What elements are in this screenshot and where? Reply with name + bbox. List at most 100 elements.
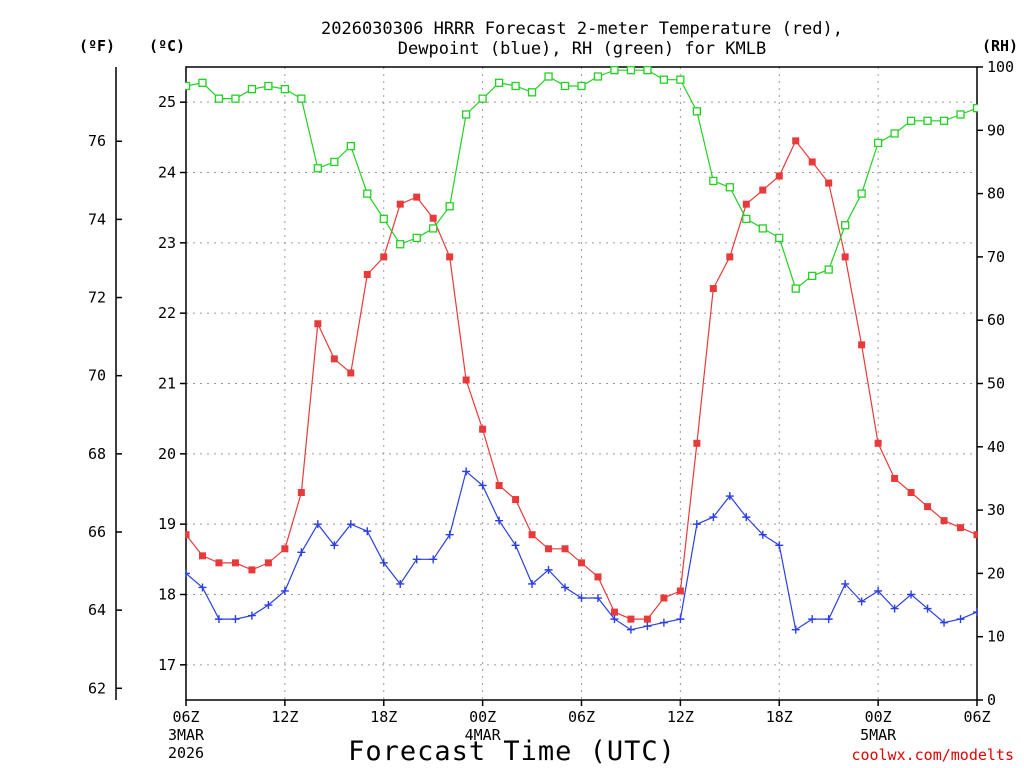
temperature-point bbox=[215, 559, 223, 567]
celsius-tick-label: 21 bbox=[158, 375, 176, 393]
dewpoint-point bbox=[940, 618, 949, 627]
temperature-point bbox=[363, 270, 371, 278]
rh-point bbox=[560, 81, 570, 91]
dewpoint-point bbox=[330, 541, 339, 550]
temperature-point bbox=[479, 425, 487, 433]
temperature-point bbox=[396, 200, 404, 208]
rh-point bbox=[841, 221, 850, 230]
rh-point bbox=[659, 75, 669, 84]
rh-point bbox=[363, 189, 372, 198]
rh-point bbox=[923, 116, 932, 125]
temperature-point bbox=[429, 214, 437, 222]
rh-point bbox=[379, 214, 388, 224]
temperature-point bbox=[627, 615, 635, 623]
celsius-tick-label: 19 bbox=[158, 515, 176, 533]
rh-point bbox=[478, 94, 487, 103]
celsius-unit-label: (ºC) bbox=[149, 37, 185, 55]
dewpoint-point bbox=[725, 492, 734, 501]
rh-point bbox=[808, 271, 817, 281]
temperature-point bbox=[940, 517, 948, 525]
rh-point bbox=[626, 66, 636, 75]
x-tick-label: 12Z bbox=[667, 708, 694, 726]
dewpoint-point bbox=[758, 530, 767, 539]
dewpoint-point bbox=[659, 618, 668, 627]
celsius-tick-label: 22 bbox=[158, 304, 176, 322]
dewpoint-point bbox=[379, 558, 388, 567]
rh-unit-label: (RH) bbox=[982, 37, 1018, 55]
temperature-point bbox=[512, 496, 520, 504]
fahrenheit-tick-label: 68 bbox=[88, 445, 106, 463]
chart-title-line2: Dewpoint (blue), RH (green) for KMLB bbox=[398, 39, 766, 59]
temperature-point bbox=[347, 369, 355, 377]
temperature-point bbox=[610, 608, 618, 616]
temperature-point bbox=[248, 566, 256, 574]
rh-point bbox=[198, 78, 207, 87]
temperature-point bbox=[264, 559, 272, 567]
temperature-series bbox=[185, 137, 978, 623]
x-tick-label: 00Z bbox=[865, 708, 892, 726]
dewpoint-point bbox=[363, 527, 372, 536]
rh-point bbox=[429, 224, 438, 233]
dewpoint-point bbox=[478, 481, 487, 490]
rh-point bbox=[577, 81, 586, 91]
dewpoint-point bbox=[429, 555, 438, 564]
dewpoint-point bbox=[280, 586, 289, 595]
dewpoint-point bbox=[907, 590, 916, 599]
temperature-point bbox=[594, 573, 602, 581]
rh-point bbox=[280, 85, 290, 94]
dewpoint-series bbox=[185, 467, 978, 634]
fahrenheit-tick-label: 74 bbox=[88, 210, 106, 228]
dewpoint-point bbox=[791, 625, 800, 634]
temperature-point bbox=[495, 481, 503, 489]
dewpoint-point bbox=[198, 583, 207, 592]
celsius-tick-label: 17 bbox=[158, 656, 176, 674]
temperature-point bbox=[660, 594, 668, 602]
x-year-label: 2026 bbox=[168, 744, 204, 762]
fahrenheit-tick-label: 70 bbox=[88, 367, 106, 385]
celsius-tick-label: 20 bbox=[158, 445, 176, 463]
temperature-point bbox=[643, 615, 651, 623]
axes bbox=[115, 66, 983, 706]
celsius-tick-label: 18 bbox=[158, 586, 176, 604]
rh-point bbox=[231, 94, 240, 103]
x-tick-label: 18Z bbox=[766, 708, 793, 726]
rh-point bbox=[873, 138, 883, 148]
x-axis-label: Forecast Time (UTC) bbox=[348, 736, 676, 767]
temperature-point bbox=[330, 355, 338, 363]
temperature-point bbox=[314, 320, 322, 328]
rh-point bbox=[742, 214, 751, 224]
dewpoint-point bbox=[923, 604, 932, 613]
temperature-point bbox=[858, 341, 866, 349]
dewpoint-point bbox=[511, 541, 520, 550]
temperature-point bbox=[462, 376, 470, 384]
dewpoint-point bbox=[462, 467, 471, 476]
temperature-point bbox=[726, 253, 734, 261]
temperature-point bbox=[198, 552, 206, 560]
x-tick-label: 12Z bbox=[271, 708, 298, 726]
series-layer bbox=[185, 66, 978, 634]
temperature-point bbox=[874, 439, 882, 447]
x-tick-label: 06Z bbox=[963, 708, 990, 726]
rh-point bbox=[396, 240, 405, 249]
dewpoint-point bbox=[495, 516, 504, 525]
dewpoint-point bbox=[874, 586, 883, 595]
dewpoint-point bbox=[841, 579, 850, 588]
x-tick-label: 18Z bbox=[370, 708, 397, 726]
rh-point bbox=[264, 81, 273, 91]
rh-point bbox=[330, 157, 339, 167]
temperature-point bbox=[413, 193, 421, 201]
dewpoint-point bbox=[297, 548, 306, 557]
rh-tick-label: 90 bbox=[987, 121, 1005, 139]
rh-point bbox=[214, 94, 224, 103]
rh-point bbox=[511, 81, 520, 91]
temperature-point bbox=[297, 489, 305, 497]
temperature-point bbox=[973, 531, 978, 539]
rh-tick-label: 70 bbox=[987, 248, 1005, 266]
rh-point bbox=[725, 183, 734, 192]
dewpoint-point bbox=[528, 579, 537, 588]
dewpoint-point bbox=[709, 513, 718, 522]
temperature-point bbox=[709, 285, 717, 293]
rh-point bbox=[346, 141, 355, 151]
dewpoint-point bbox=[973, 608, 978, 617]
